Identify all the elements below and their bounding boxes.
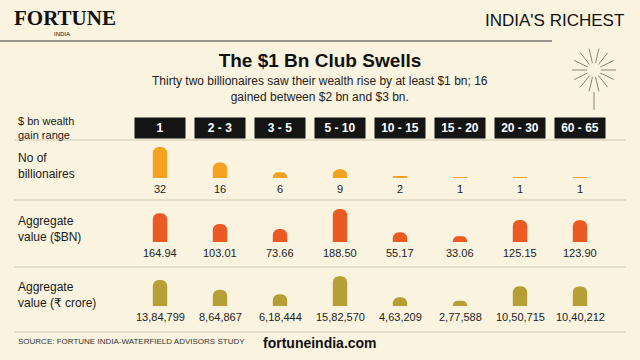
svg-text:103.01: 103.01 [203, 247, 237, 259]
svg-text:123.90: 123.90 [563, 247, 597, 259]
svg-text:10,40,212: 10,40,212 [556, 311, 605, 323]
svg-text:164.94: 164.94 [143, 247, 177, 259]
svg-text:188.50: 188.50 [323, 247, 357, 259]
svg-text:SOURCE: FORTUNE INDIA-WATERFIE: SOURCE: FORTUNE INDIA-WATERFIELD ADVISOR… [18, 337, 245, 346]
svg-text:13,84,799: 13,84,799 [136, 311, 185, 323]
svg-text:fortuneindia.com: fortuneindia.com [263, 335, 377, 351]
svg-text:73.66: 73.66 [266, 247, 294, 259]
svg-text:125.15: 125.15 [503, 247, 537, 259]
svg-text:32: 32 [154, 183, 166, 195]
svg-text:$ bn wealthgain range: $ bn wealthgain range [18, 115, 74, 141]
svg-text:4,63,209: 4,63,209 [379, 311, 422, 323]
svg-text:9: 9 [337, 183, 343, 195]
svg-text:5 - 10: 5 - 10 [324, 121, 355, 135]
svg-text:3 - 5: 3 - 5 [268, 121, 292, 135]
svg-text:60 - 65: 60 - 65 [561, 121, 599, 135]
svg-text:2 - 3: 2 - 3 [208, 121, 232, 135]
svg-text:20 - 30: 20 - 30 [501, 121, 539, 135]
svg-text:55.17: 55.17 [386, 247, 414, 259]
svg-text:Thirty two billionaires saw th: Thirty two billionaires saw their wealth… [152, 74, 488, 104]
svg-text:10 - 15: 10 - 15 [381, 121, 419, 135]
svg-text:Aggregatevalue (₹ crore): Aggregatevalue (₹ crore) [18, 280, 96, 310]
svg-text:No ofbillionaires: No ofbillionaires [18, 151, 75, 181]
svg-text:1: 1 [577, 183, 583, 195]
svg-text:FORTUNE: FORTUNE [14, 6, 116, 30]
svg-text:1: 1 [457, 183, 463, 195]
svg-text:2: 2 [397, 183, 403, 195]
svg-text:1: 1 [157, 121, 164, 135]
svg-text:INDIA'S RICHEST: INDIA'S RICHEST [485, 11, 624, 30]
svg-text:INDIA: INDIA [54, 31, 70, 37]
svg-text:6,18,444: 6,18,444 [259, 311, 302, 323]
svg-text:15,82,570: 15,82,570 [316, 311, 365, 323]
svg-text:33.06: 33.06 [446, 247, 474, 259]
svg-text:The $1 Bn Club Swells: The $1 Bn Club Swells [219, 50, 422, 71]
svg-text:15 - 20: 15 - 20 [441, 121, 479, 135]
svg-text:1: 1 [517, 183, 523, 195]
svg-text:16: 16 [214, 183, 226, 195]
svg-text:Aggregatevalue ($BN): Aggregatevalue ($BN) [18, 214, 81, 244]
svg-text:10,50,715: 10,50,715 [496, 311, 545, 323]
svg-text:2,77,588: 2,77,588 [439, 311, 482, 323]
svg-text:8,64,867: 8,64,867 [199, 311, 242, 323]
svg-text:6: 6 [277, 183, 283, 195]
